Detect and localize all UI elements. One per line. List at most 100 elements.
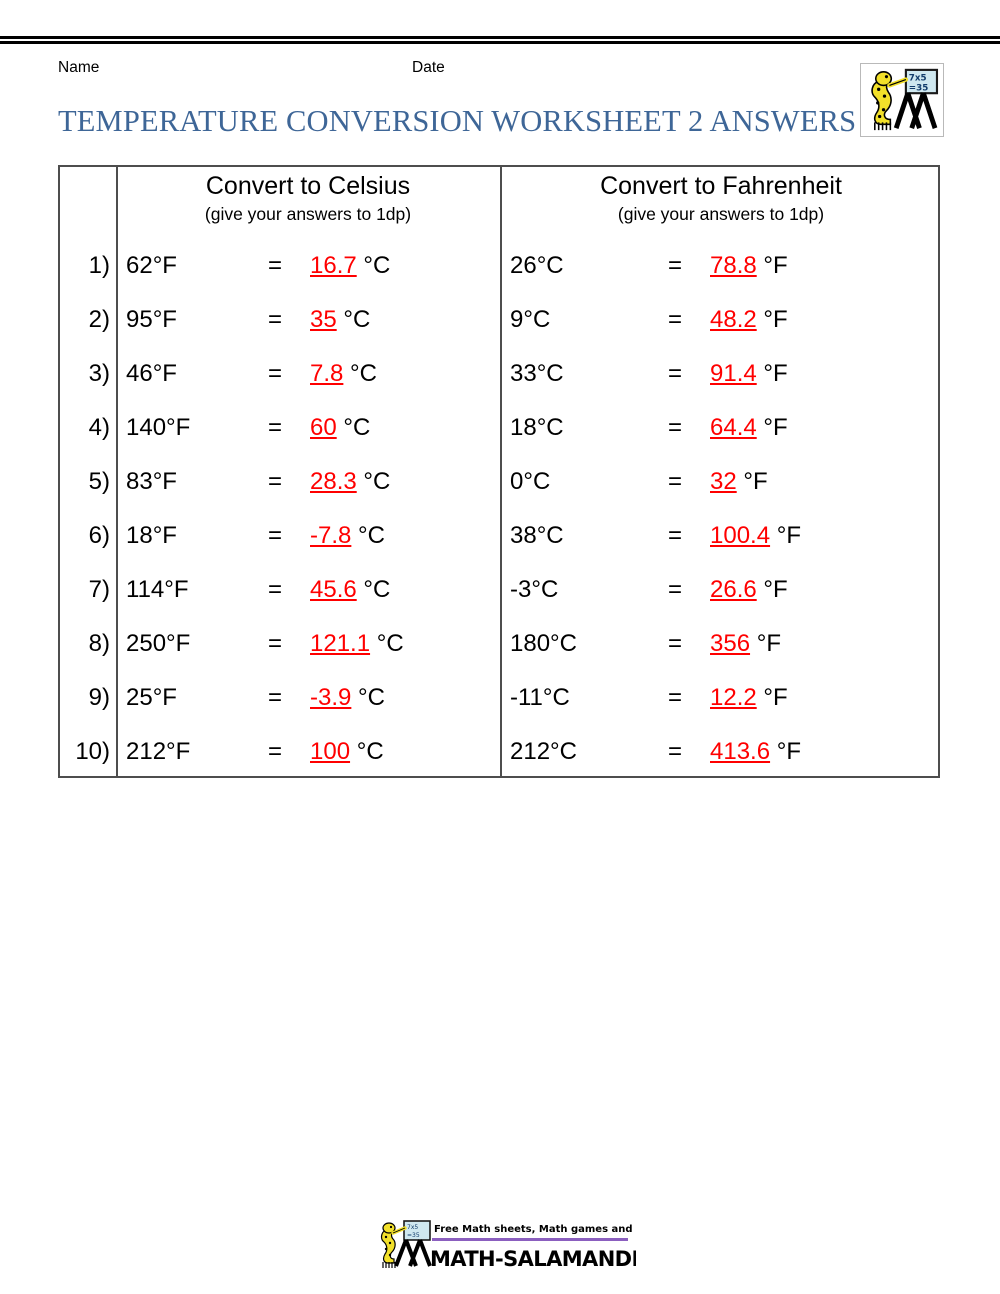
equals-sign: = <box>268 468 283 495</box>
celsius-answer: 35 °C <box>310 293 370 347</box>
equals-sign: = <box>668 630 683 657</box>
fahrenheit-question: -11°C <box>510 684 570 711</box>
fahrenheit-answer: 91.4 °F <box>710 347 788 401</box>
fahrenheit-answer: 12.2 °F <box>710 671 788 725</box>
celsius-answer: 45.6 °C <box>310 563 390 617</box>
celsius-question: 83°F <box>126 468 177 495</box>
equals-sign: = <box>268 414 283 441</box>
equals-sign: = <box>268 252 283 279</box>
celsius-header-subtitle: (give your answers to 1dp) <box>204 204 412 224</box>
header-fields: Name Date <box>58 59 942 81</box>
row-number: 5) <box>88 468 110 495</box>
fahrenheit-unit: °F <box>763 252 788 279</box>
column-header-fahrenheit: Convert to Fahrenheit (give your answers… <box>500 167 942 224</box>
celsius-unit: °C <box>363 576 391 603</box>
table-row: 4) 140°F = 60 °C 18°C = 64.4 °F <box>60 401 942 455</box>
celsius-unit: °C <box>358 522 385 549</box>
celsius-answer: -7.8 °C <box>310 509 385 563</box>
column-header-celsius: Convert to Celsius (give your answers to… <box>116 167 500 224</box>
celsius-question: 212°F <box>126 738 191 765</box>
equals-sign: = <box>668 738 683 765</box>
fahrenheit-answer: 26.6 °F <box>710 563 788 617</box>
row-number: 6) <box>88 522 110 549</box>
row-number: 9) <box>88 684 110 711</box>
celsius-unit: °C <box>343 414 371 441</box>
celsius-unit: °C <box>356 738 384 765</box>
equals-sign: = <box>668 360 683 387</box>
table-row: 9) 25°F = -3.9 °C -11°C = 12.2 °F <box>60 671 942 725</box>
fahrenheit-header-title: Convert to Fahrenheit <box>600 172 842 200</box>
fahrenheit-answer-value: 32 <box>710 468 737 495</box>
celsius-question: 250°F <box>126 630 191 657</box>
fahrenheit-answer: 356 °F <box>710 617 781 671</box>
fahrenheit-answer-value: 64.4 <box>710 414 757 441</box>
celsius-header-title: Convert to Celsius <box>205 172 411 200</box>
celsius-question: 46°F <box>126 360 177 387</box>
table-row: 10) 212°F = 100 °C 212°C = 413.6 °F <box>60 725 942 779</box>
table-row: 8) 250°F = 121.1 °C 180°C = 356 °F <box>60 617 942 671</box>
celsius-answer-value: 7.8 <box>310 360 344 387</box>
conversion-table: Convert to Celsius (give your answers to… <box>58 165 940 778</box>
equals-sign: = <box>668 522 683 549</box>
table-row: 3) 46°F = 7.8 °C 33°C = 91.4 °F <box>60 347 942 401</box>
celsius-answer: -3.9 °C <box>310 671 385 725</box>
fahrenheit-answer-value: 356 <box>710 630 751 657</box>
celsius-question: 18°F <box>126 522 177 549</box>
date-label: Date <box>412 59 445 76</box>
fahrenheit-unit: °F <box>763 306 788 333</box>
fahrenheit-unit: °F <box>776 738 801 765</box>
equals-sign: = <box>668 306 683 333</box>
celsius-answer: 7.8 °C <box>310 347 377 401</box>
svg-text:7x5: 7x5 <box>909 74 927 84</box>
row-number: 7) <box>88 576 110 603</box>
celsius-unit: °C <box>350 360 377 387</box>
fahrenheit-answer-value: 78.8 <box>710 252 757 279</box>
table-row: 2) 95°F = 35 °C 9°C = 48.2 °F <box>60 293 942 347</box>
celsius-answer: 121.1 °C <box>310 617 404 671</box>
celsius-answer: 16.7 °C <box>310 239 390 293</box>
equals-sign: = <box>268 684 283 711</box>
equals-sign: = <box>668 684 683 711</box>
celsius-unit: °C <box>358 684 385 711</box>
row-number: 3) <box>88 360 110 387</box>
fahrenheit-question: 9°C <box>510 306 551 333</box>
celsius-answer-value: -3.9 <box>310 684 352 711</box>
celsius-unit: °C <box>376 630 404 657</box>
fahrenheit-unit: °F <box>763 576 788 603</box>
page-title: TEMPERATURE CONVERSION WORKSHEET 2 ANSWE… <box>58 104 857 138</box>
fahrenheit-answer-value: 48.2 <box>710 306 757 333</box>
fahrenheit-unit: °F <box>763 684 788 711</box>
fahrenheit-unit: °F <box>756 630 781 657</box>
fahrenheit-answer-value: 12.2 <box>710 684 757 711</box>
fahrenheit-answer-value: 413.6 <box>710 738 771 765</box>
row-number: 1) <box>88 252 110 279</box>
svg-text:=35: =35 <box>909 83 928 93</box>
celsius-question: 114°F <box>126 576 189 603</box>
celsius-question: 140°F <box>126 414 191 441</box>
celsius-unit: °C <box>363 252 391 279</box>
fahrenheit-unit: °F <box>763 414 788 441</box>
celsius-answer-value: -7.8 <box>310 522 352 549</box>
celsius-answer-value: 35 <box>310 306 337 333</box>
fahrenheit-answer: 64.4 °F <box>710 401 788 455</box>
fahrenheit-answer: 48.2 °F <box>710 293 788 347</box>
table-row: 5) 83°F = 28.3 °C 0°C = 32 °F <box>60 455 942 509</box>
fahrenheit-question: 212°C <box>510 738 577 765</box>
table-row: 7) 114°F = 45.6 °C -3°C = 26.6 °F <box>60 563 942 617</box>
celsius-answer-value: 45.6 <box>310 576 357 603</box>
svg-text:MATH-SALAMANDERS.COM: MATH-SALAMANDERS.COM <box>430 1247 636 1271</box>
svg-text:Free Math sheets, Math games a: Free Math sheets, Math games and Math he… <box>434 1224 636 1235</box>
equals-sign: = <box>268 522 283 549</box>
equals-sign: = <box>268 630 283 657</box>
celsius-question: 62°F <box>126 252 177 279</box>
equals-sign: = <box>268 360 283 387</box>
equals-sign: = <box>668 576 683 603</box>
top-divider-rule <box>0 36 1000 44</box>
equals-sign: = <box>668 252 683 279</box>
celsius-answer: 60 °C <box>310 401 370 455</box>
celsius-answer: 28.3 °C <box>310 455 390 509</box>
celsius-answer-value: 100 <box>310 738 351 765</box>
fahrenheit-question: 0°C <box>510 468 551 495</box>
fahrenheit-unit: °F <box>763 360 788 387</box>
celsius-answer-value: 28.3 <box>310 468 357 495</box>
